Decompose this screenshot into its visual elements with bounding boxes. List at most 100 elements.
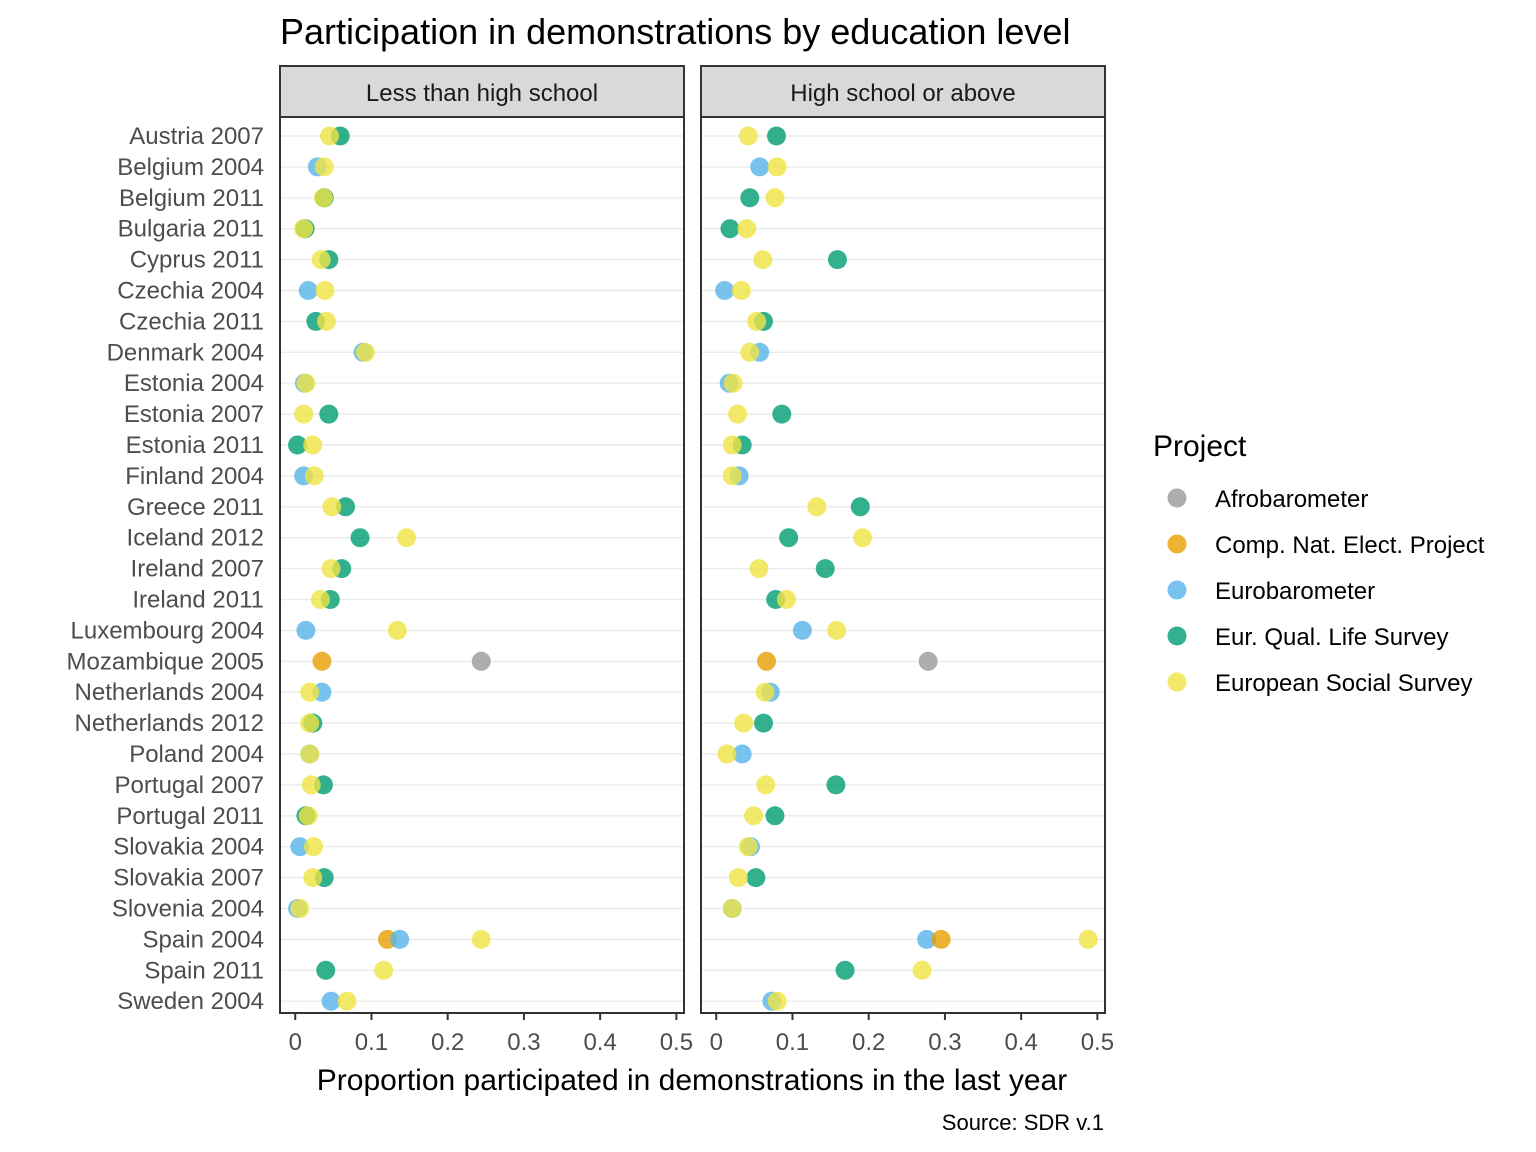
legend-key-eqls (1167, 626, 1187, 646)
point-spain-2004-cnep (931, 929, 951, 949)
panels: Austria 2007 Belgium 2004 Belgium 2011 Bulg… (67, 65, 1114, 1056)
point-slovakia-2004-eb (290, 837, 310, 857)
y-tick-label-greece-2011: Greece 2011 (127, 494, 264, 521)
point-estonia-2011-ess (303, 435, 323, 455)
point-czechia-2011-ess (747, 311, 767, 331)
point-belgium-2011-ess (313, 188, 333, 208)
x-axis-label: Proportion participated in demonstration… (317, 1064, 1067, 1097)
point-netherlands-2004-ess (300, 682, 320, 702)
point-estonia-2007-ess (728, 404, 748, 424)
x-tick-label: 0.1 (776, 1029, 809, 1056)
point-estonia-2011-ess (722, 435, 742, 455)
point-luxembourg-2004-eb (296, 620, 316, 640)
point-belgium-2004-eb (750, 157, 770, 177)
y-tick-label-belgium-2004: Belgium 2004 (117, 154, 264, 181)
point-estonia-2004-ess (296, 373, 316, 393)
point-slovenia-2004-ess (290, 899, 310, 918)
chart-title: Participation in demonstrations by educa… (280, 11, 1070, 52)
legend-label-eqls: Eur. Qual. Life Survey (1215, 624, 1448, 651)
point-cyprus-2011-eqls (827, 250, 847, 270)
point-finland-2004-ess (722, 466, 742, 486)
point-greece-2011-ess (322, 497, 342, 517)
point-sweden-2004-ess (337, 991, 357, 1011)
y-tick-label-netherlands-2004: Netherlands 2004 (75, 679, 264, 706)
y-tick-label-bulgaria-2011: Bulgaria 2011 (118, 216, 264, 243)
x-tick-label: 0.2 (431, 1029, 464, 1056)
point-sweden-2004-eb (321, 991, 341, 1011)
legend: Project Afrobarometer Comp. Nat. Elect. P… (1153, 430, 1485, 697)
point-denmark-2004-ess (355, 342, 375, 362)
point-spain-2004-eb (390, 929, 410, 949)
point-spain-2011-eqls (316, 960, 336, 980)
point-iceland-2012-eqls (350, 528, 370, 548)
point-estonia-2007-eqls (772, 404, 792, 424)
y-tick-label-estonia-2011: Estonia 2011 (126, 432, 264, 459)
point-portugal-2011-ess (744, 806, 764, 826)
y-tick-label-slovakia-2007: Slovakia 2007 (113, 865, 264, 892)
y-tick-label-poland-2004: Poland 2004 (129, 741, 264, 768)
point-portugal-2007-ess (301, 775, 321, 795)
point-ireland-2007-eqls (815, 559, 835, 579)
y-tick-label-spain-2004: Spain 2004 (143, 926, 264, 953)
point-slovakia-2007-ess (728, 868, 748, 888)
point-belgium-2004-ess (767, 157, 787, 177)
y-tick-label-belgium-2011: Belgium 2011 (119, 185, 264, 212)
y-tick-label-ireland-2007: Ireland 2007 (131, 556, 264, 583)
panel-border (700, 116, 1106, 1014)
point-belgium-2011-eqls (740, 188, 760, 208)
point-bulgaria-2011-ess (294, 219, 314, 239)
point-mozambique-2005-cnep (757, 651, 777, 671)
panel-strip-label: Less than high school (366, 80, 598, 107)
point-czechia-2004-eb (715, 281, 735, 300)
point-portugal-2007-eqls (826, 775, 846, 795)
point-cyprus-2011-ess (753, 250, 773, 270)
y-tick-label-luxembourg-2004: Luxembourg 2004 (71, 617, 264, 644)
point-spain-2004-eb (917, 929, 937, 949)
legend-key-cnep (1167, 534, 1187, 554)
x-tick-label: 0.2 (852, 1029, 885, 1056)
point-mozambique-2005-cnep (312, 651, 332, 671)
point-iceland-2012-eqls (779, 528, 799, 548)
point-luxembourg-2004-ess (387, 620, 407, 640)
point-spain-2011-eqls (835, 960, 855, 980)
point-mozambique-2005-afro (918, 651, 938, 671)
point-bulgaria-2011-ess (737, 219, 757, 239)
point-sweden-2004-ess (767, 991, 787, 1011)
x-tick-label: 0.3 (507, 1029, 540, 1056)
y-tick-label-austria-2007: Austria 2007 (129, 123, 264, 150)
point-luxembourg-2004-ess (827, 620, 847, 640)
point-slovakia-2004-ess (304, 837, 324, 857)
legend-entry-ess: European Social Survey (1167, 670, 1472, 697)
panel-border (279, 116, 685, 1014)
x-tick-label: 0.4 (1004, 1029, 1037, 1056)
point-finland-2004-ess (304, 466, 324, 486)
y-tick-label-sweden-2004: Sweden 2004 (117, 988, 264, 1015)
legend-key-eb (1167, 580, 1187, 600)
y-tick-label-slovakia-2004: Slovakia 2004 (113, 834, 264, 861)
x-tick-label: 0.5 (660, 1029, 693, 1056)
point-austria-2007-eqls (766, 126, 786, 146)
y-tick-label-czechia-2004: Czechia 2004 (117, 278, 264, 305)
point-cyprus-2011-ess (311, 250, 331, 270)
x-tick-label: 0.5 (1081, 1029, 1114, 1056)
y-tick-label-netherlands-2012: Netherlands 2012 (75, 710, 264, 737)
legend-label-cnep: Comp. Nat. Elect. Project (1215, 532, 1485, 559)
x-tick-label: 0.3 (928, 1029, 961, 1056)
point-austria-2007-ess (738, 126, 758, 146)
y-tick-label-czechia-2011: Czechia 2011 (119, 308, 264, 335)
legend-entry-eb: Eurobarometer (1167, 578, 1375, 605)
point-belgium-2004-ess (314, 157, 334, 177)
legend-entry-afro: Afrobarometer (1167, 486, 1368, 513)
x-tick-label: 0.4 (583, 1029, 616, 1056)
legend-entry-eqls: Eur. Qual. Life Survey (1167, 624, 1448, 651)
panel-strip-label: High school or above (790, 80, 1015, 107)
point-belgium-2011-ess (765, 188, 785, 208)
point-poland-2004-ess (717, 744, 737, 764)
point-portugal-2007-ess (756, 775, 776, 795)
point-czechia-2004-eb (298, 281, 318, 300)
point-austria-2007-ess (320, 126, 340, 146)
y-tick-label-finland-2004: Finland 2004 (125, 463, 264, 490)
point-denmark-2004-ess (740, 342, 760, 362)
caption: Source: SDR v.1 (942, 1110, 1104, 1135)
